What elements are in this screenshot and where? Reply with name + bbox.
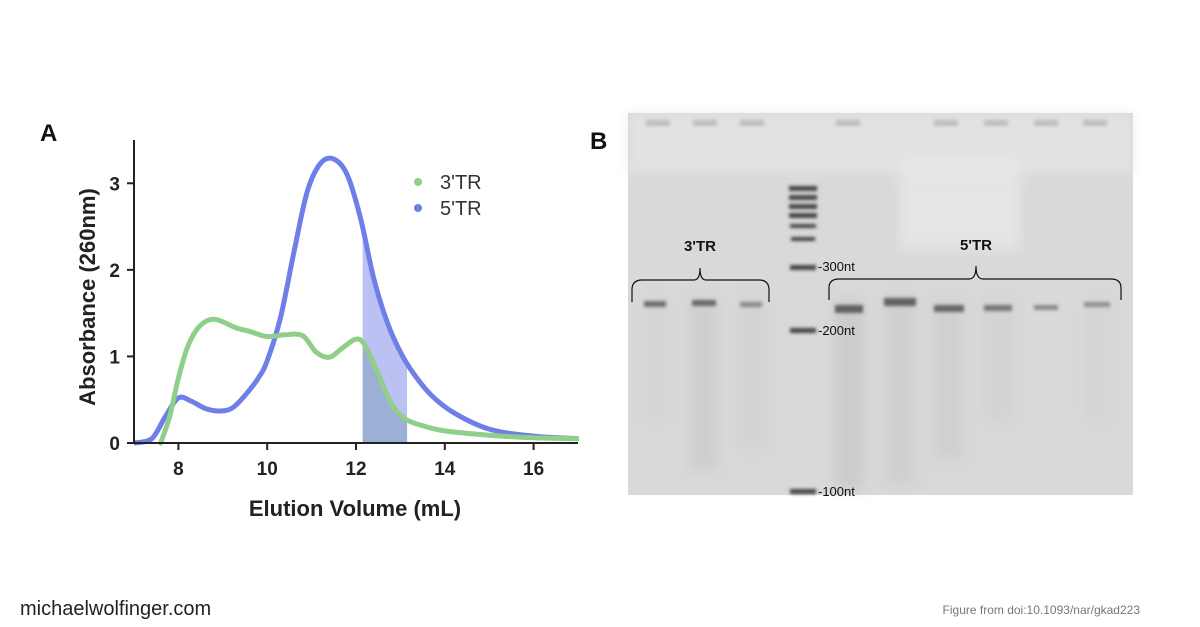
legend-label: 5'TR xyxy=(440,198,482,220)
y-axis-title: Absorbance (260nm) xyxy=(75,188,100,406)
x-tick-label: 16 xyxy=(523,459,544,480)
marker-300nt: -300nt xyxy=(818,259,855,274)
x-tick-label: 12 xyxy=(345,459,366,480)
series-line-3tr xyxy=(158,316,579,446)
gel-sample-bands xyxy=(644,298,1110,313)
gel-label-5tr: 5'TR xyxy=(960,237,992,254)
legend-marker xyxy=(414,204,422,212)
y-tick-label: 2 xyxy=(109,261,120,282)
gel-image: 3'TR 5'TR -300nt -200nt -100nt xyxy=(628,113,1133,499)
x-axis-title: Elution Volume (mL) xyxy=(249,496,461,521)
marker-100nt: -100nt xyxy=(818,484,855,499)
brace-5tr xyxy=(828,265,1122,300)
footer-site[interactable]: michaelwolfinger.com xyxy=(20,598,212,620)
y-tick-label: 3 xyxy=(109,174,120,195)
y-tick-label: 1 xyxy=(109,347,120,368)
y-tick-label: 0 xyxy=(109,434,120,455)
panel-b-letter: B xyxy=(590,128,608,155)
gel-label-3tr: 3'TR xyxy=(684,238,716,255)
legend-label: 3'TR xyxy=(440,172,482,194)
x-tick-label: 14 xyxy=(434,459,456,480)
legend-marker xyxy=(414,178,422,186)
gel-ladder xyxy=(789,186,817,494)
footer-credit: Figure from doi:10.1093/nar/gkad223 xyxy=(942,603,1140,617)
x-tick-label: 10 xyxy=(257,459,278,480)
panel-a-letter: A xyxy=(40,120,58,147)
gel-wells xyxy=(646,120,1107,126)
brace-3tr xyxy=(631,267,770,302)
marker-200nt: -200nt xyxy=(818,323,855,338)
x-tick-label: 8 xyxy=(173,459,184,480)
series-line-5tr xyxy=(134,155,579,446)
